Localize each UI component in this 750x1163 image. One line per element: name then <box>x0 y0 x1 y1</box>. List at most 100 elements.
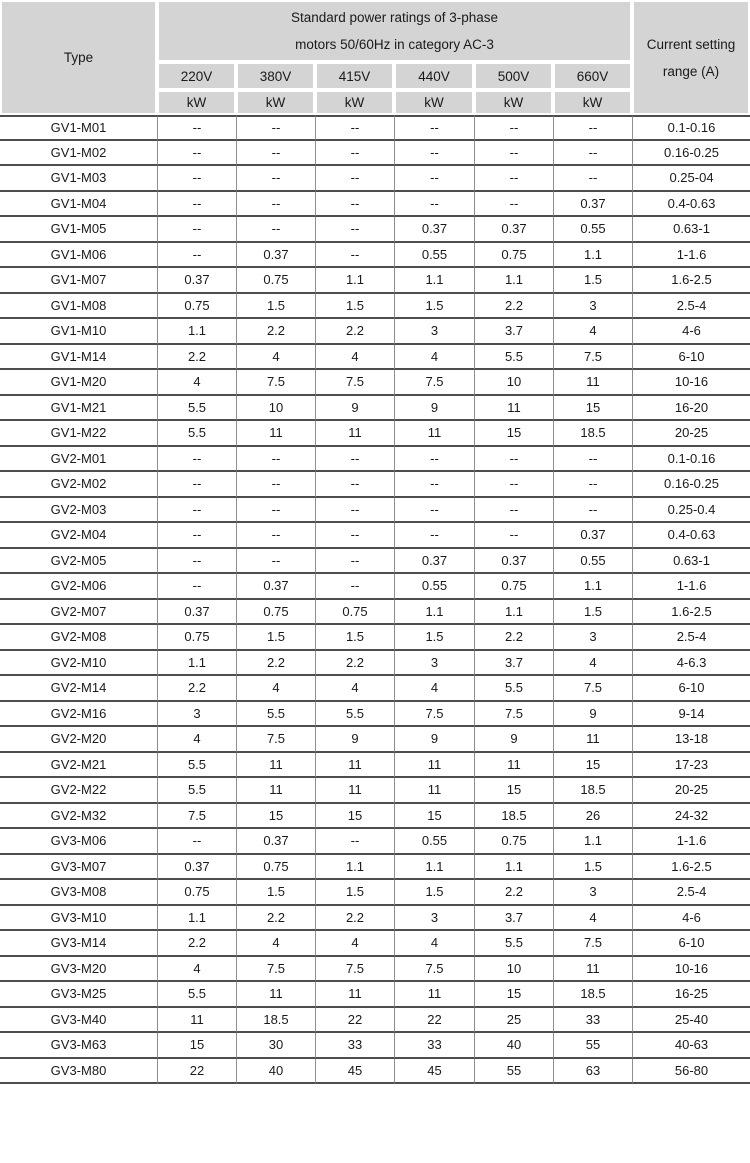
cell-current-range: 0.63-1 <box>632 217 750 243</box>
cell-kw-value: -- <box>315 166 394 192</box>
cell-kw-value: 5.5 <box>157 421 236 447</box>
cell-kw-value: 15 <box>553 395 633 421</box>
cell-kw-value: -- <box>157 140 236 166</box>
cell-kw-value: 1.1 <box>157 905 236 931</box>
cell-type: GV3-M80 <box>0 1058 157 1084</box>
cell-kw-value: 11 <box>394 778 474 804</box>
cell-current-range: 2.5-4 <box>632 880 750 906</box>
cell-type: GV2-M07 <box>0 599 157 625</box>
table-row: GV2-M08 0.75 1.5 1.5 1.5 2.2 3 2.5-4 <box>0 625 750 651</box>
cell-kw-value: 33 <box>315 1033 394 1059</box>
cell-current-range: 16-20 <box>632 395 750 421</box>
cell-kw-value: -- <box>394 140 474 166</box>
cell-kw-value: 11 <box>236 778 315 804</box>
cell-kw-value: -- <box>474 472 553 498</box>
column-header-unit-kw: kW <box>157 90 236 115</box>
cell-kw-value: 55 <box>474 1058 553 1084</box>
cell-kw-value: 3 <box>553 625 633 651</box>
cell-kw-value: 18.5 <box>236 1007 315 1033</box>
table-row: GV3-M06 -- 0.37 -- 0.55 0.75 1.1 1-1.6 <box>0 829 750 855</box>
cell-kw-value: 1.1 <box>157 319 236 345</box>
cell-current-range: 4-6 <box>632 905 750 931</box>
cell-kw-value: -- <box>315 115 394 141</box>
cell-kw-value: 7.5 <box>394 370 474 396</box>
cell-kw-value: 15 <box>474 778 553 804</box>
cell-kw-value: -- <box>553 166 633 192</box>
table-row: GV1-M05 -- -- -- 0.37 0.37 0.55 0.63-1 <box>0 217 750 243</box>
cell-kw-value: 2.2 <box>236 319 315 345</box>
cell-kw-value: 7.5 <box>394 956 474 982</box>
cell-kw-value: 3.7 <box>474 650 553 676</box>
cell-kw-value: 9 <box>315 395 394 421</box>
cell-current-range: 4-6 <box>632 319 750 345</box>
table-row: GV3-M63 15 30 33 33 40 55 40-63 <box>0 1033 750 1059</box>
cell-kw-value: -- <box>157 574 236 600</box>
cell-kw-value: 11 <box>553 956 633 982</box>
cell-type: GV3-M07 <box>0 854 157 880</box>
cell-kw-value: -- <box>474 166 553 192</box>
cell-kw-value: 4 <box>553 650 633 676</box>
cell-kw-value: 22 <box>157 1058 236 1084</box>
cell-kw-value: 3 <box>157 701 236 727</box>
cell-current-range: 1-1.6 <box>632 242 750 268</box>
cell-kw-value: 1.1 <box>315 268 394 294</box>
cell-type: GV3-M10 <box>0 905 157 931</box>
cell-kw-value: 10 <box>474 370 553 396</box>
cell-current-range: 0.16-0.25 <box>632 140 750 166</box>
cell-kw-value: 0.75 <box>315 599 394 625</box>
cell-kw-value: -- <box>553 140 633 166</box>
cell-kw-value: 4 <box>157 956 236 982</box>
table-row: GV2-M05 -- -- -- 0.37 0.37 0.55 0.63-1 <box>0 548 750 574</box>
column-header-current-range: Current setting range (A) <box>632 0 750 115</box>
cell-type: GV3-M20 <box>0 956 157 982</box>
table-row: GV3-M10 1.1 2.2 2.2 3 3.7 4 4-6 <box>0 905 750 931</box>
cell-type: GV3-M25 <box>0 982 157 1008</box>
column-header-unit-kw: kW <box>236 90 315 115</box>
cell-kw-value: -- <box>315 497 394 523</box>
cell-kw-value: 15 <box>394 803 474 829</box>
cell-kw-value: 22 <box>394 1007 474 1033</box>
cell-kw-value: 40 <box>236 1058 315 1084</box>
cell-kw-value: 5.5 <box>236 701 315 727</box>
cell-kw-value: 4 <box>553 319 633 345</box>
cell-kw-value: -- <box>394 497 474 523</box>
cell-kw-value: -- <box>157 242 236 268</box>
cell-kw-value: -- <box>394 472 474 498</box>
cell-kw-value: -- <box>315 523 394 549</box>
cell-kw-value: 4 <box>394 931 474 957</box>
cell-kw-value: -- <box>474 115 553 141</box>
cell-kw-value: -- <box>394 191 474 217</box>
cell-kw-value: -- <box>553 497 633 523</box>
cell-kw-value: 7.5 <box>236 370 315 396</box>
cell-kw-value: 3.7 <box>474 905 553 931</box>
cell-kw-value: 7.5 <box>236 727 315 753</box>
cell-kw-value: 11 <box>236 752 315 778</box>
cell-kw-value: 33 <box>394 1033 474 1059</box>
cell-kw-value: 15 <box>315 803 394 829</box>
cell-current-range: 20-25 <box>632 778 750 804</box>
cell-kw-value: 5.5 <box>474 344 553 370</box>
cell-kw-value: 11 <box>315 982 394 1008</box>
table-row: GV1-M02 -- -- -- -- -- -- 0.16-0.25 <box>0 140 750 166</box>
cell-kw-value: 9 <box>315 727 394 753</box>
cell-kw-value: 4 <box>236 344 315 370</box>
cell-kw-value: 0.37 <box>236 574 315 600</box>
cell-kw-value: -- <box>474 446 553 472</box>
cell-current-range: 17-23 <box>632 752 750 778</box>
column-header-voltage-440v: 440V <box>394 62 474 90</box>
cell-current-range: 24-32 <box>632 803 750 829</box>
cell-kw-value: 33 <box>553 1007 633 1033</box>
cell-kw-value: 11 <box>236 421 315 447</box>
cell-kw-value: 9 <box>474 727 553 753</box>
table-row: GV3-M25 5.5 11 11 11 15 18.5 16-25 <box>0 982 750 1008</box>
cell-kw-value: 11 <box>394 421 474 447</box>
cell-current-range: 20-25 <box>632 421 750 447</box>
cell-kw-value: 7.5 <box>157 803 236 829</box>
cell-kw-value: 11 <box>474 752 553 778</box>
cell-kw-value: 0.75 <box>236 854 315 880</box>
cell-kw-value: -- <box>236 497 315 523</box>
table-row: GV2-M20 4 7.5 9 9 9 11 13-18 <box>0 727 750 753</box>
power-group-title-line1: Standard power ratings of 3-phase <box>290 10 499 25</box>
cell-kw-value: 0.37 <box>394 217 474 243</box>
cell-kw-value: 4 <box>236 676 315 702</box>
